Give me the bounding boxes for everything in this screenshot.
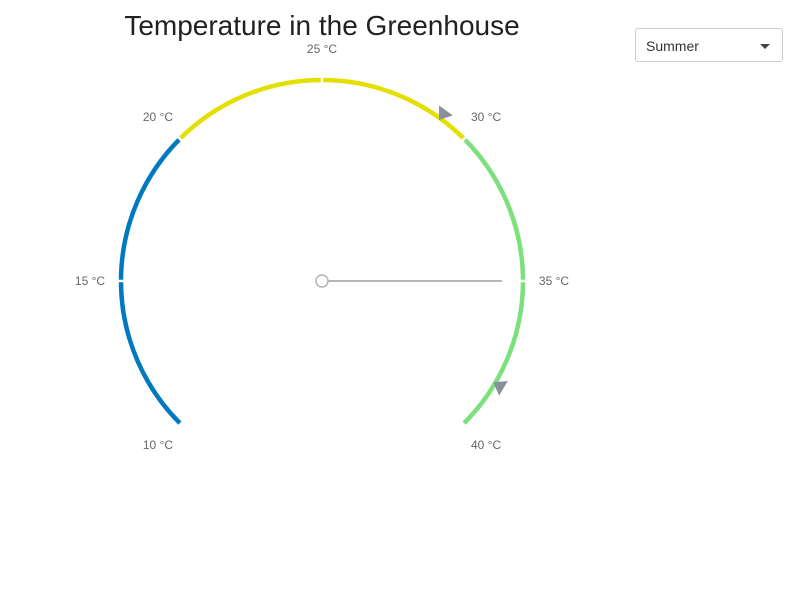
gauge-ticks — [116, 75, 528, 283]
gauge-tick-label: 25 °C — [307, 42, 337, 56]
gauge-tick-label: 35 °C — [539, 274, 569, 288]
gauge-tick — [459, 134, 469, 144]
gauge-marker — [438, 105, 453, 121]
gauge-needle — [315, 274, 502, 288]
gauge-tick-labels: 10 °C 15 °C 20 °C 25 °C 30 °C 35 °C 40 °C — [75, 42, 569, 452]
chart-title: Temperature in the Greenhouse — [124, 10, 520, 41]
gauge-bands — [118, 77, 526, 425]
gauge-band-2 — [178, 77, 466, 141]
season-dropdown[interactable]: Summer — [635, 28, 783, 62]
gauge-tick-label: 15 °C — [75, 274, 105, 288]
gauge-marker — [493, 381, 508, 396]
gauge-tick-label: 40 °C — [471, 438, 501, 452]
gauge-needle-pivot — [315, 274, 329, 288]
gauge-tick — [175, 134, 185, 144]
season-dropdown-value: Summer — [646, 38, 699, 54]
caret-down-icon — [760, 44, 770, 49]
gauge-band-1 — [118, 137, 182, 425]
gauge-tick-label: 10 °C — [143, 438, 173, 452]
gauge-tick-label: 30 °C — [471, 110, 501, 124]
gauge-markers — [438, 105, 508, 396]
gauge-tick-label: 20 °C — [143, 110, 173, 124]
